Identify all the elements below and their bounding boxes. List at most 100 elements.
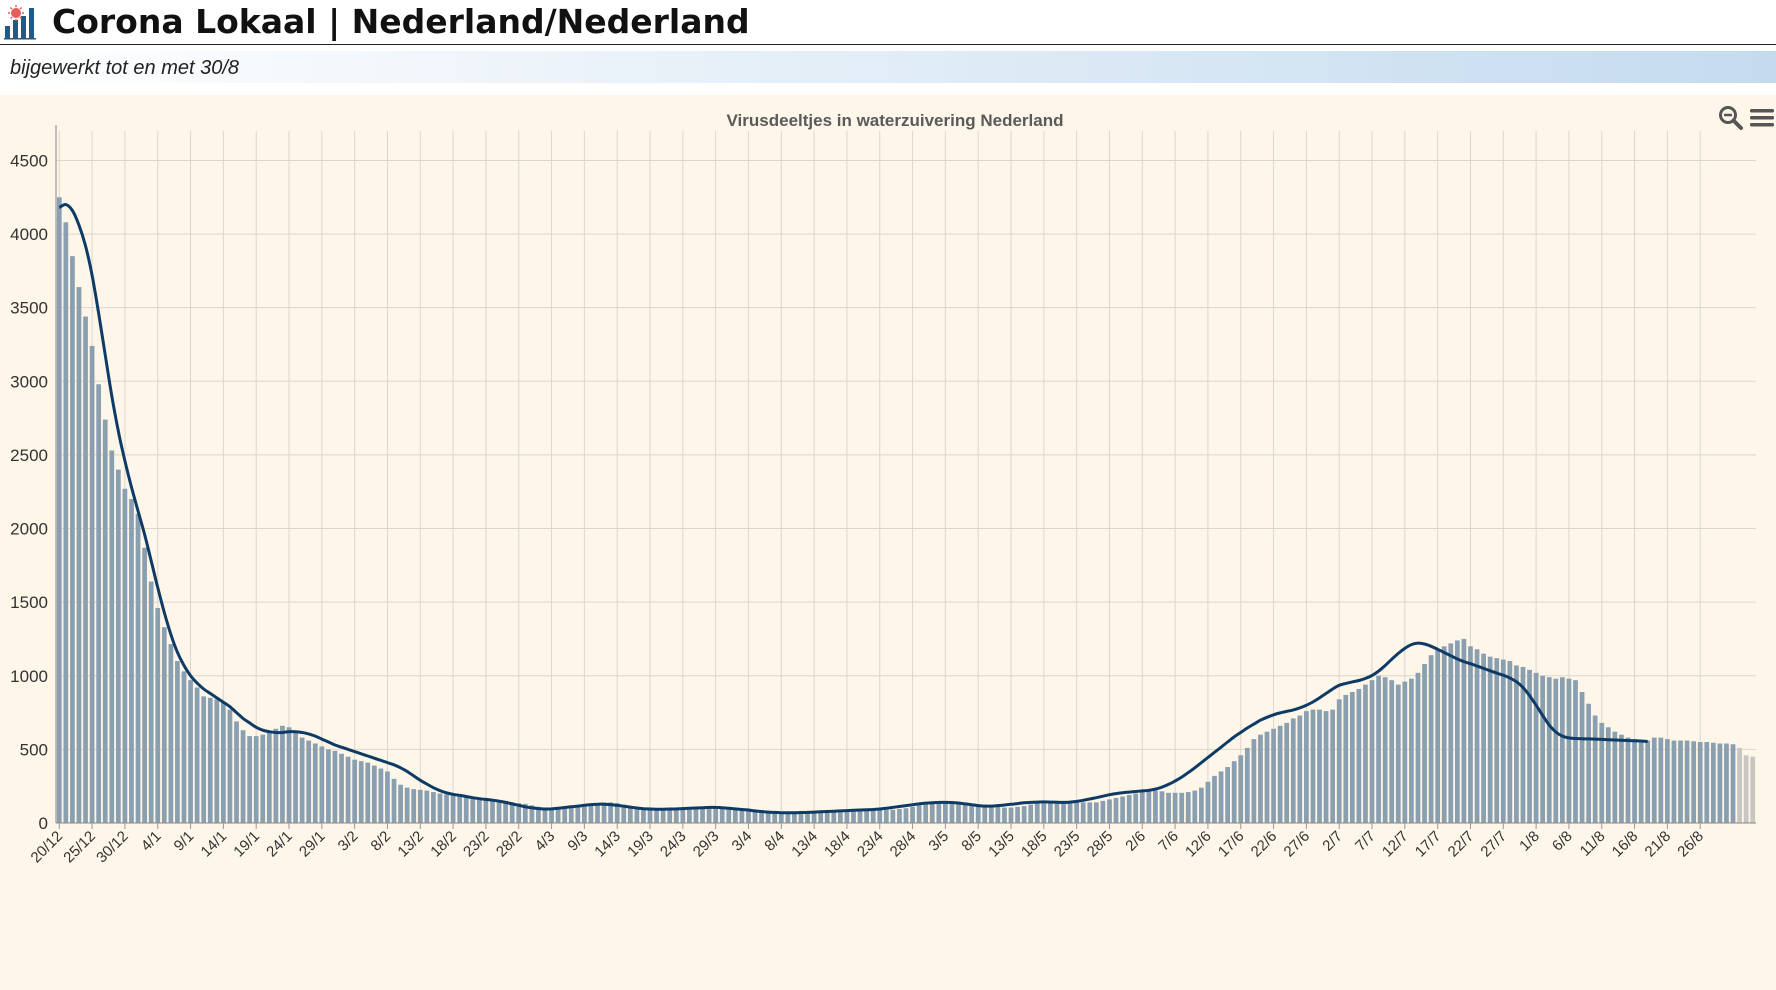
bar (732, 809, 738, 823)
bar (667, 809, 673, 823)
x-tick-label: 28/2 (493, 828, 526, 861)
bar (1461, 638, 1467, 823)
bar (326, 749, 331, 823)
bar (627, 806, 633, 823)
x-tick-label: 20/12 (28, 828, 67, 867)
x-tick-label: 18/2 (427, 828, 460, 861)
bar (798, 813, 804, 823)
bar (1284, 722, 1290, 823)
x-tick-label: 29/3 (690, 828, 723, 861)
x-tick-label: 28/5 (1084, 828, 1117, 861)
bar (1264, 731, 1270, 823)
x-tick-label: 25/12 (60, 828, 99, 867)
bar (1671, 740, 1677, 823)
bar-chart-virus-icon[interactable] (2, 4, 40, 40)
bar (280, 725, 285, 823)
bar (1041, 802, 1047, 823)
x-tick-label: 17/6 (1215, 828, 1248, 861)
bar (1435, 649, 1441, 823)
bar (890, 809, 896, 823)
bar (883, 809, 889, 823)
bar (1225, 767, 1230, 823)
bar (1126, 795, 1132, 823)
bar (404, 787, 410, 823)
x-tick-label: 12/7 (1379, 828, 1412, 861)
bar (759, 811, 764, 823)
bar (1665, 739, 1670, 823)
bar (1605, 727, 1611, 823)
bar (457, 796, 463, 823)
bar (1113, 797, 1119, 823)
axes (55, 125, 1756, 824)
bar (1697, 742, 1703, 823)
bar (365, 762, 371, 823)
bar (1625, 737, 1631, 823)
bar (923, 803, 929, 823)
x-tick-label: 2/6 (1122, 828, 1149, 855)
grid (56, 131, 1756, 824)
bar (1612, 731, 1618, 823)
bar (234, 721, 239, 823)
bar (115, 469, 121, 823)
trend-line-series (58, 203, 1648, 815)
magnifier-minus-icon[interactable] (1718, 105, 1744, 131)
hamburger-menu-icon[interactable] (1750, 107, 1774, 129)
bar (56, 197, 62, 823)
bar (332, 750, 338, 823)
x-tick-label: 14/1 (198, 828, 231, 861)
bar (555, 809, 561, 823)
bar (1684, 740, 1690, 823)
bar (1133, 793, 1139, 823)
y-axis-ticks: 0 500 1000 1500 2000 2500 3000 3500 4000 4500 (10, 151, 48, 833)
bar (293, 733, 298, 823)
bar (726, 808, 732, 823)
bar (1409, 678, 1414, 823)
bar (135, 513, 141, 823)
bar (857, 810, 863, 823)
y-tick-label: 500 (20, 740, 48, 759)
bar (1120, 796, 1125, 823)
bar (1218, 771, 1224, 823)
bar (929, 802, 935, 823)
bar (693, 808, 699, 823)
bar (1212, 775, 1217, 823)
bar (1514, 665, 1519, 823)
x-tick-label: 13/5 (985, 828, 1018, 861)
x-tick-label: 27/7 (1477, 828, 1510, 861)
bar (719, 807, 725, 823)
bar (188, 680, 193, 823)
bar (1750, 756, 1756, 823)
bar (470, 797, 476, 823)
bar (575, 806, 581, 823)
bar (76, 287, 82, 823)
bar (109, 450, 115, 823)
bar (897, 809, 902, 823)
bar (312, 743, 318, 823)
x-tick-label: 8/4 (761, 828, 788, 855)
bar (1363, 684, 1368, 823)
bar (542, 808, 548, 823)
x-tick-label: 26/8 (1674, 828, 1707, 861)
x-tick-label: 6/8 (1549, 828, 1576, 855)
bar (1087, 802, 1093, 823)
bar (975, 804, 981, 823)
bar (339, 753, 344, 823)
bar (1441, 646, 1447, 823)
bar (969, 803, 974, 823)
bar (1008, 807, 1014, 823)
bar (1494, 658, 1500, 823)
x-tick-label: 9/1 (171, 828, 198, 855)
bar (772, 812, 778, 823)
bar (1724, 743, 1729, 823)
x-tick-label: 1/8 (1516, 828, 1543, 855)
bar (680, 809, 686, 823)
bar (1002, 807, 1007, 823)
bar (838, 811, 843, 823)
x-tick-label: 24/1 (263, 828, 296, 861)
bar (1028, 804, 1034, 823)
bar (201, 696, 207, 823)
bar (903, 808, 909, 823)
bar (1297, 715, 1303, 823)
x-tick-label: 29/1 (296, 828, 329, 861)
x-tick-label: 21/8 (1642, 828, 1675, 861)
